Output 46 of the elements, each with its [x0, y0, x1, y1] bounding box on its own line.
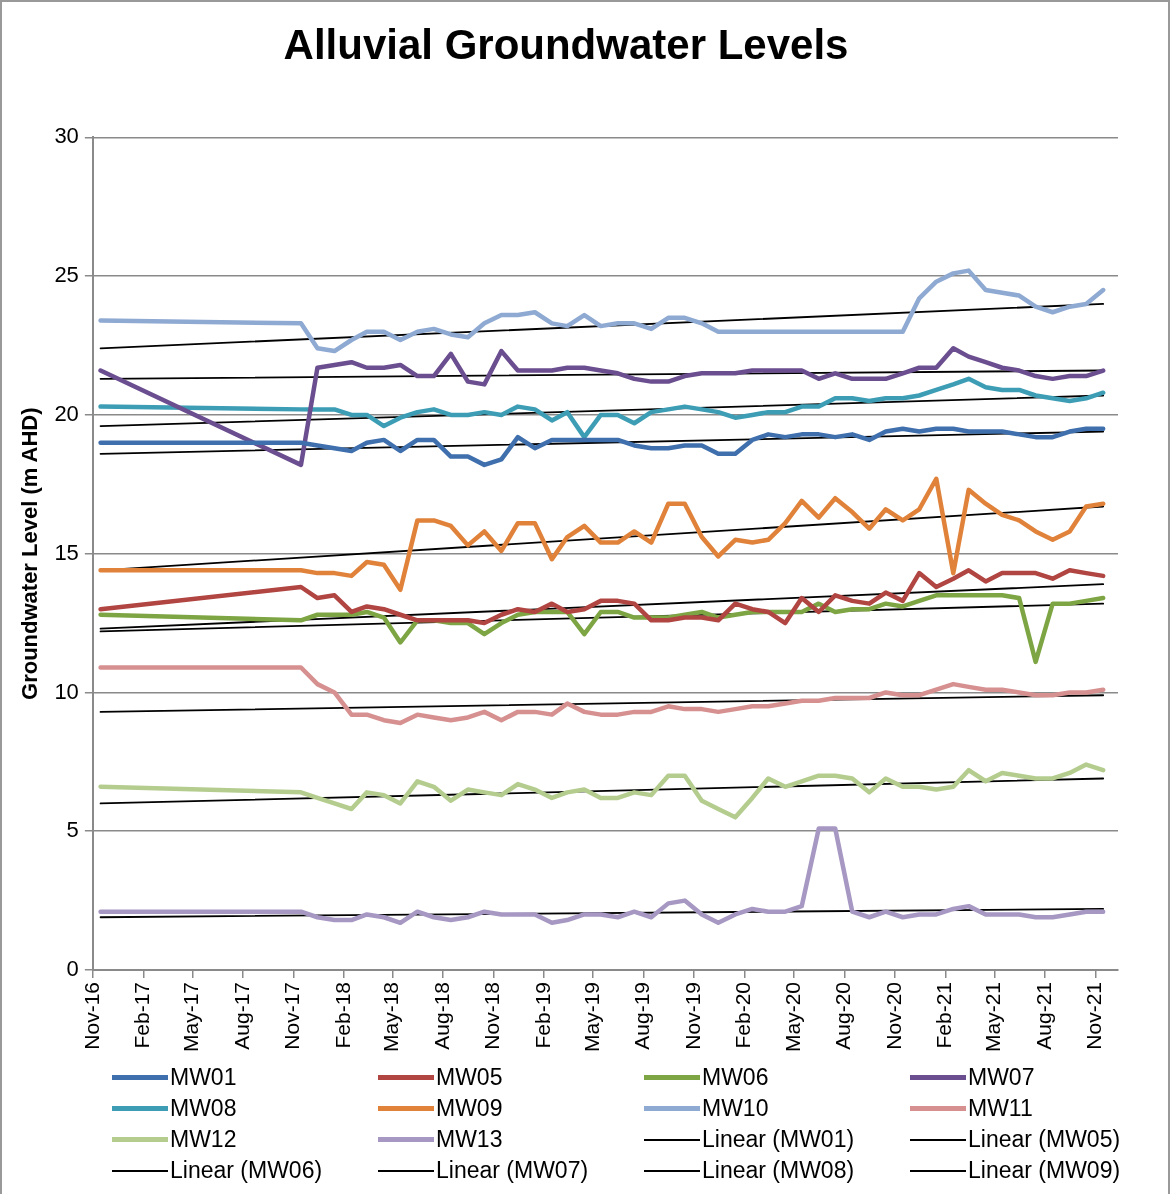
x-tick-label: May-20: [780, 981, 804, 1053]
x-tick-label: Nov-20: [881, 981, 905, 1050]
legend-label: Linear (MW09): [968, 1157, 1121, 1184]
legend-label: MW05: [436, 1064, 503, 1091]
legend-label: MW01: [170, 1064, 237, 1091]
x-tick-label: Aug-20: [831, 981, 855, 1050]
legend-label: MW09: [436, 1095, 503, 1122]
x-tick-label: May-17: [179, 981, 203, 1053]
legend-label: MW08: [170, 1095, 237, 1122]
legend-label: MW11: [968, 1095, 1033, 1122]
y-tick-label: 30: [54, 123, 79, 149]
legend-label: MW07: [968, 1064, 1035, 1091]
x-tick-label: Nov-21: [1082, 981, 1106, 1050]
legend-label: Linear (MW08): [702, 1157, 855, 1184]
x-tick-label: Nov-16: [79, 981, 103, 1050]
legend-label: Linear (MW05): [968, 1126, 1121, 1153]
y-tick-label: 15: [54, 539, 79, 565]
legend-label: MW10: [702, 1095, 769, 1122]
x-tick-label: May-21: [981, 981, 1005, 1053]
x-tick-label: Feb-20: [731, 981, 755, 1049]
x-tick-label: Feb-17: [130, 981, 154, 1049]
legend-label: Linear (MW06): [170, 1157, 323, 1184]
x-tick-label: Aug-18: [429, 981, 453, 1050]
x-tick-label: Feb-21: [932, 981, 956, 1049]
legend-label: Linear (MW01): [702, 1126, 855, 1153]
x-tick-label: Nov-19: [680, 981, 704, 1050]
legend-label: MW06: [702, 1064, 769, 1091]
x-tick-label: Aug-21: [1031, 981, 1055, 1050]
x-tick-label: Nov-17: [280, 981, 304, 1050]
legend-label: MW12: [170, 1126, 237, 1153]
y-tick-label: 10: [54, 678, 79, 704]
y-tick-label: 25: [54, 262, 79, 288]
chart-title: Alluvial Groundwater Levels: [283, 20, 849, 68]
x-tick-label: Nov-18: [480, 981, 504, 1050]
x-tick-label: Aug-17: [229, 981, 253, 1050]
y-axis-title: Groundwater Level (m AHD): [17, 407, 43, 700]
x-tick-label: May-19: [579, 981, 603, 1053]
y-tick-label: 5: [66, 817, 79, 843]
x-tick-label: Feb-18: [330, 981, 354, 1049]
y-tick-label: 0: [66, 956, 79, 982]
x-tick-label: Feb-19: [531, 981, 555, 1049]
legend-label: Linear (MW07): [436, 1157, 589, 1184]
x-tick-label: Aug-19: [630, 981, 654, 1050]
x-tick-label: May-18: [379, 981, 403, 1053]
legend-label: MW13: [436, 1126, 503, 1153]
y-tick-label: 20: [54, 400, 79, 426]
